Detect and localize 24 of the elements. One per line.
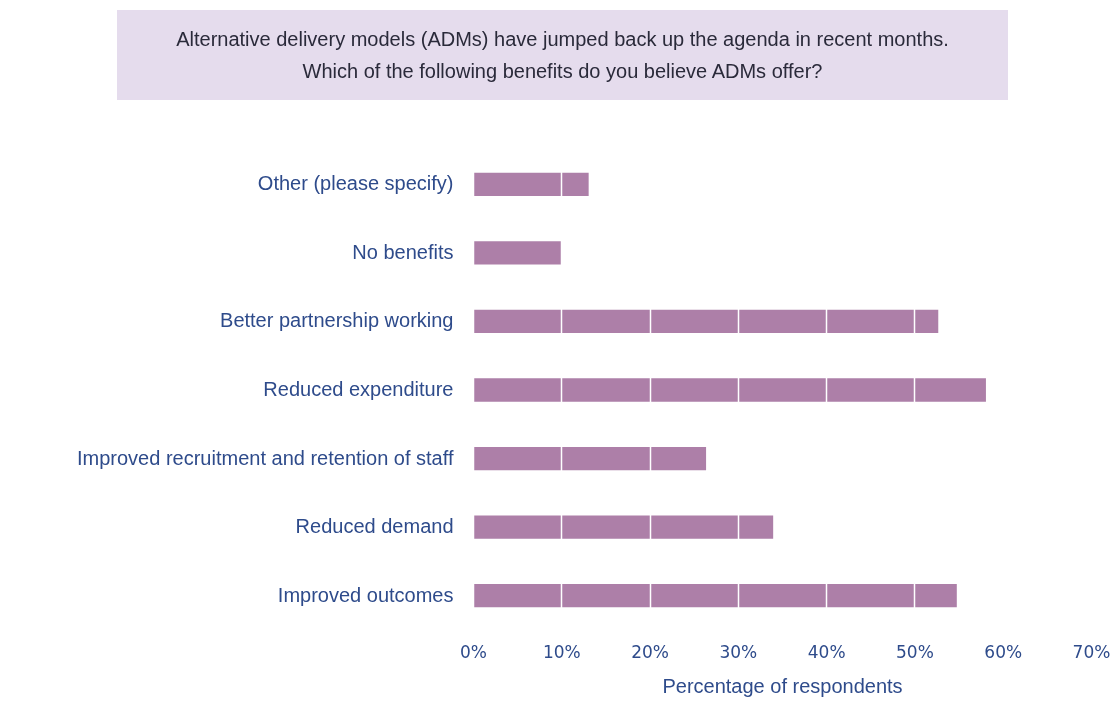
x-tick-label: 10% <box>542 641 581 662</box>
x-tick-label: 40% <box>807 641 846 662</box>
bar <box>473 378 986 402</box>
bar <box>473 446 707 471</box>
y-tick-label: Reduced expenditure <box>263 378 454 400</box>
bar <box>473 309 939 334</box>
bar <box>473 172 589 196</box>
y-tick-label: Other (please specify) <box>257 172 454 195</box>
bar <box>473 241 562 265</box>
y-tick-label: Reduced demand <box>295 515 454 538</box>
y-tick-label: Better partnership working <box>220 309 454 332</box>
x-tick-label: 60% <box>984 641 1023 662</box>
y-tick-label: Improved outcomes <box>277 583 454 606</box>
x-tick-label: 0% <box>460 641 487 662</box>
y-tick-label: No benefits <box>352 240 454 263</box>
x-axis-title: Percentage of respondents <box>662 674 903 697</box>
bar <box>473 515 774 539</box>
x-tick-label: 50% <box>896 641 934 662</box>
chart-title: Alternative delivery models (ADMs) have jumped back up the agenda in recent months. Which of the following benefits do you believe ADMs offer? <box>117 10 1008 100</box>
bar <box>473 584 957 608</box>
x-tick-label: 20% <box>631 641 669 662</box>
x-tick-label: 30% <box>719 641 758 662</box>
y-tick-label: Improved recruitment and retention of staff <box>77 446 454 469</box>
x-tick-label: 70% <box>1072 641 1111 662</box>
